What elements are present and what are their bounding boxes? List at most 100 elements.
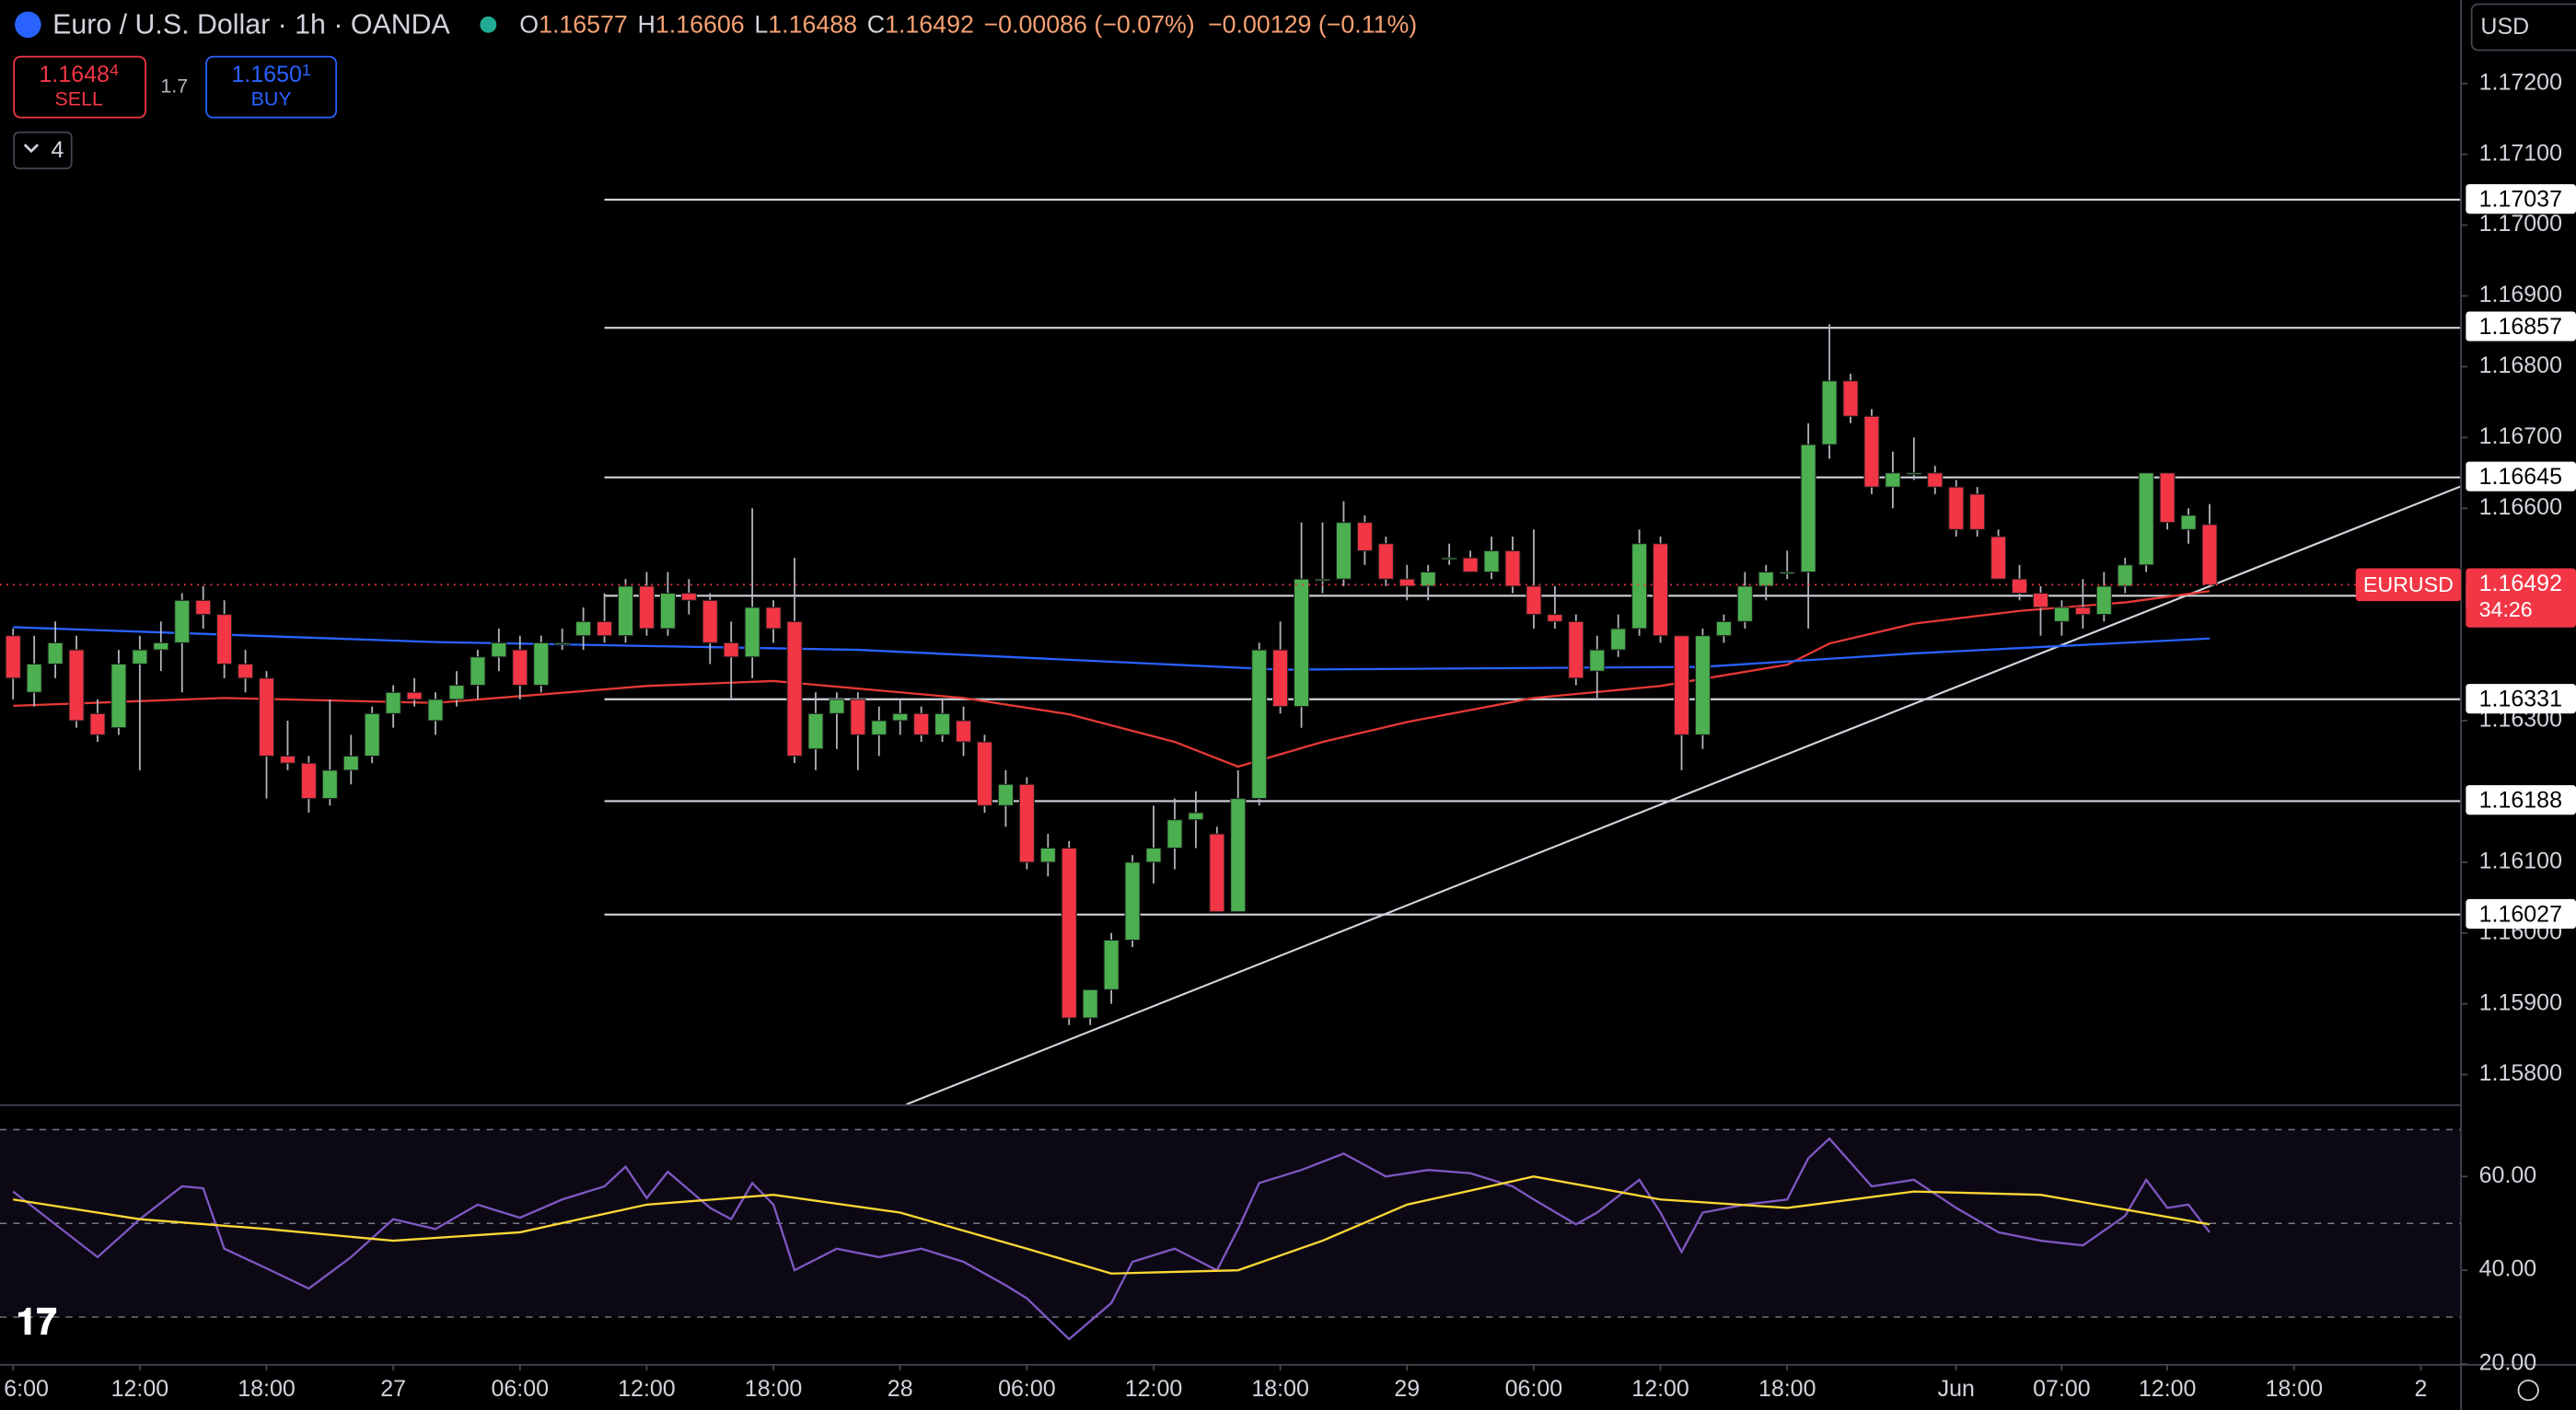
- candle-body: [1272, 649, 1289, 708]
- x-tick-label: 06:00: [1505, 1376, 1563, 1402]
- ohlc-value: 1.16492: [885, 11, 974, 39]
- candle-body: [68, 649, 85, 722]
- candle-body: [1166, 819, 1183, 849]
- toggle-box[interactable]: [13, 131, 73, 169]
- candle-body: [1610, 628, 1627, 651]
- candle-body: [1504, 549, 1521, 587]
- candle-body: [89, 712, 106, 735]
- rsi-line: [13, 1175, 2210, 1275]
- candle-body: [1885, 472, 1901, 488]
- buy-quote[interactable]: 1.16501: [231, 60, 310, 87]
- header: Euro / U.S. Dollar · 1h · OANDA O1.16577…: [15, 10, 1417, 40]
- buy-button[interactable]: 1.16501 BUY: [205, 55, 338, 119]
- buy-label[interactable]: BUY: [251, 88, 292, 110]
- y-tick-label: 1.16800: [2479, 352, 2562, 378]
- x-tick-label: 12:00: [111, 1376, 169, 1402]
- indicators-toggle[interactable]: 4: [13, 131, 73, 169]
- candle-body: [723, 641, 739, 658]
- candle-body: [1821, 380, 1838, 445]
- level-label-box: [2466, 461, 2576, 491]
- candle-body: [5, 635, 21, 679]
- level-label: 1.16331: [2479, 687, 2562, 712]
- candle-body: [533, 641, 550, 687]
- market-status: [480, 16, 497, 33]
- x-tick-label: 28: [888, 1376, 913, 1402]
- sell-button[interactable]: 1.16484 SELL: [13, 55, 146, 119]
- candle-body: [110, 663, 127, 729]
- candle-body: [702, 599, 718, 643]
- candle-body: [1018, 783, 1035, 863]
- candle-body: [1526, 585, 1542, 616]
- candle-body: [1335, 522, 1352, 580]
- x-tick-label: 06:00: [998, 1376, 1056, 1402]
- x-tick-label: 12:00: [2139, 1376, 2197, 1402]
- buy-box[interactable]: [205, 55, 338, 119]
- candle-body: [829, 699, 845, 714]
- candle-body: [279, 755, 296, 764]
- sell-quote[interactable]: 1.16484: [40, 60, 119, 87]
- candle-body: [575, 620, 592, 637]
- candle-body: [1653, 543, 1669, 637]
- sell-box[interactable]: [13, 55, 146, 119]
- ohlc-value: 1.16606: [656, 11, 745, 39]
- x-tick-label: 2: [2414, 1376, 2427, 1402]
- indicator-count[interactable]: 4: [52, 137, 64, 163]
- ohlc-value: 1.16577: [539, 11, 628, 39]
- x-tick-label: 06:00: [492, 1376, 550, 1402]
- candle-body: [1082, 988, 1098, 1019]
- candle-body: [216, 614, 233, 665]
- currency[interactable]: USD: [2480, 14, 2529, 40]
- candle-body: [976, 741, 993, 806]
- settings-icon[interactable]: [2517, 1379, 2539, 1402]
- buy-pip[interactable]: 1: [302, 60, 311, 78]
- candle-body: [26, 663, 42, 693]
- rsi-tick-label: 60.00: [2479, 1162, 2537, 1188]
- candle-body: [1863, 415, 1880, 488]
- logo: 𝟏𝟕: [17, 1302, 57, 1343]
- candle-body: [1314, 578, 1331, 582]
- buy-price[interactable]: 1.1650: [231, 62, 301, 87]
- candle-body: [1377, 543, 1394, 580]
- x-tick-label: 27: [380, 1376, 406, 1402]
- candle-body: [617, 585, 634, 637]
- currency-select[interactable]: USD: [2470, 3, 2576, 52]
- rsi-line: [12, 1137, 2210, 1341]
- chevron[interactable]: [23, 144, 40, 154]
- candle-body: [596, 620, 613, 637]
- level-label: 1.16645: [2479, 464, 2562, 490]
- x-tick-label: 18:00: [745, 1376, 803, 1402]
- candle-body: [1948, 486, 1965, 530]
- candle-body: [470, 656, 486, 687]
- x-tick-label: 18:00: [1251, 1376, 1309, 1402]
- symbol-tag-box: [2355, 568, 2462, 602]
- candle-body: [1103, 939, 1120, 990]
- candle-body: [1589, 649, 1606, 672]
- candle-body: [1124, 861, 1141, 941]
- candle-body: [321, 769, 338, 800]
- x-tick-label: Jun: [1938, 1376, 1975, 1402]
- candle-body: [554, 641, 571, 645]
- x-tick-label: 6:00: [4, 1376, 49, 1402]
- y-tick-label: 1.17100: [2479, 140, 2562, 166]
- candle-body: [765, 607, 782, 630]
- x-tick-label: 29: [1394, 1376, 1420, 1402]
- sell-price[interactable]: 1.1648: [40, 62, 110, 87]
- last-price-box: [2466, 568, 2576, 628]
- sell-pip[interactable]: 4: [110, 60, 119, 78]
- sell-label[interactable]: SELL: [55, 88, 103, 110]
- candle-body: [1990, 536, 2007, 580]
- candle-body: [934, 712, 951, 735]
- candle-body: [2117, 564, 2133, 587]
- candle-body: [1398, 578, 1415, 587]
- candle-body: [300, 762, 317, 800]
- change-2: −0.00129 (−0.11%): [1208, 11, 1417, 39]
- moving-average: [13, 590, 2210, 769]
- candle-body: [1145, 847, 1162, 863]
- level-label-box: [2466, 684, 2576, 714]
- level-label: 1.16027: [2479, 901, 2562, 927]
- y-tick-label: 1.16900: [2479, 282, 2562, 307]
- ohlc-value: 1.16488: [768, 11, 857, 39]
- level-label-box: [2466, 184, 2576, 214]
- candle-body: [659, 593, 676, 630]
- currency-box[interactable]: [2470, 3, 2576, 52]
